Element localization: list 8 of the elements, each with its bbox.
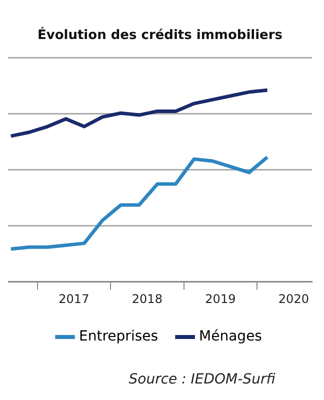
legend-label: Entreprises [79, 328, 158, 345]
x-tick-label: 2020 [278, 292, 309, 306]
x-tick-label: 2018 [132, 292, 162, 306]
chart-title: Évolution des crédits immobiliers [37, 26, 283, 44]
x-tick-label: 2017 [58, 292, 90, 306]
x-tick-label: 2019 [205, 292, 236, 306]
legend-label: Ménages [199, 328, 262, 345]
source-note: Source : IEDOM-Surfi [128, 372, 276, 388]
